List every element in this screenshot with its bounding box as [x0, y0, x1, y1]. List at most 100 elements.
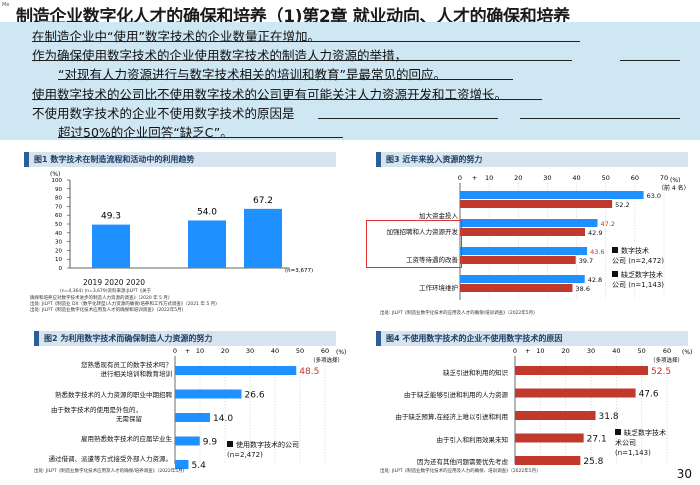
fig2-xtick: 20 — [221, 347, 229, 355]
fig3-data-label: 42.8 — [588, 276, 602, 284]
fig3-data-label: 47.2 — [601, 220, 615, 228]
fig1-bar — [244, 208, 282, 268]
fig2-data-label: 14.0 — [213, 414, 233, 424]
fig2-xtick: 50 — [296, 347, 304, 355]
fig2-label-3-text: 由于数字技术的使用是外包的， 无需保留 — [51, 406, 142, 423]
summary-line-2: 作为确保使用数字技术的企业使用数字技术的制造人力资源的举措， — [32, 48, 408, 63]
fig4-header: 图4 不使用数字技术的企业不使用数字技术的原因 — [376, 331, 688, 346]
underline — [620, 60, 680, 61]
fig3-bar — [460, 228, 586, 236]
fig4-bar — [515, 433, 584, 443]
fig3-bar — [460, 284, 573, 292]
fig2-label-1-text: 您熟悉现有员工的数字技术吗？ 进行相关培训和教育培训 — [81, 361, 172, 378]
fig3-data-label: 63.0 — [647, 192, 661, 200]
fig3-legend-no: 缺乏数字技术 — [621, 271, 663, 279]
fig3-label-3: 工资等待遇的改善 — [406, 256, 458, 264]
fig4-svg: (%) （多项选择） 0 +10 20 30 40 50 60 52.5 47.6 31.8 27… — [513, 347, 692, 467]
fig3-label-2: 加强招聘和人力资源开发 — [386, 228, 459, 236]
fig1-ytick: 0 — [59, 266, 63, 272]
page-number: 30 — [676, 467, 692, 481]
fig1-note-4: 出处: JILPT《制造业数字化技术应用及人才的确保和培训调查》（2022年5月… — [30, 308, 184, 313]
fig4-data-label: 25.8 — [583, 457, 603, 467]
fig3-label-1: 加大资金投入 — [419, 212, 458, 220]
fig2-bar — [175, 389, 242, 399]
fig4-label-3: 由于缺乏预算,在经济上难以引进和利用 — [395, 413, 508, 421]
fig4-legend-label-2: 术公司 — [615, 439, 636, 447]
underline — [58, 79, 513, 80]
legend-swatch — [612, 247, 618, 253]
fig2-bar — [175, 460, 189, 469]
fig4-source: 出处: JILPT《制造业数字化技术的应用及人力的确保、培训调查》（2022年5… — [380, 469, 538, 474]
header-meta: Me — [2, 2, 10, 8]
fig3-bar — [460, 200, 613, 208]
fig4-legend: 缺乏数字技术 术公司 (n=1,143) — [615, 428, 666, 458]
fig2-chart: (%) （多项选择） 0 +10 20 30 40 50 60 48.5 26.6 14.0 9.… — [170, 344, 360, 471]
fig1-ytick: 30 — [55, 240, 62, 246]
fig2-svg: (%) （多项选择） 0 +10 20 30 40 50 60 48.5 26.6 14.0 9.… — [173, 347, 346, 471]
fig1-note-3: 出处: JILPT《制造业 DX（数字化转型)人力资源的确保/培养和工作方式调查… — [30, 302, 217, 307]
fig3-data-label: 39.7 — [579, 257, 593, 265]
fig2-legend-n: (n=2,472) — [227, 451, 263, 459]
fig3-bar — [460, 247, 588, 255]
fig3-bar — [460, 219, 598, 227]
fig4-xtick: 10 — [536, 347, 544, 355]
fig3-data-label: 42.9 — [588, 229, 602, 237]
fig2-label-2: 熟悉数字技术的人力资源的职业中期招聘 — [55, 391, 172, 399]
fig2-data-label: 9.9 — [203, 438, 218, 448]
fig2-header: 图2 为利用数字技术而确保制造人力资源的努力 — [34, 331, 336, 346]
summary-line-3: “对现有人力资源进行与数字技术相关的培训和教育”是最常见的回应。 — [58, 67, 446, 82]
fig3-xtick: 60 — [631, 174, 639, 182]
fig1-ytick: 10 — [55, 257, 62, 263]
fig3-legend-use: 数字技术 — [621, 247, 649, 255]
fig2-legend-label: 使用数字技术的公司 — [236, 441, 299, 449]
fig2-bar — [175, 413, 210, 422]
fig2-xtick: 0 — [173, 347, 177, 355]
summary-box: 在制造企业中“使用”数字技术的企业数量正在增加。 作为确保使用数字技术的企业使用… — [0, 22, 700, 140]
fig4-label-5: 因为还有其他问题需要优先考虑 — [417, 458, 508, 466]
fig1-n3: (n=3,677) — [285, 268, 313, 274]
legend-swatch — [615, 429, 621, 435]
fig4-bar — [515, 366, 648, 375]
fig2-xtick: 30 — [246, 347, 254, 355]
fig4-bar — [515, 411, 596, 420]
fig4-bar — [515, 456, 581, 465]
summary-line-4: 使用数字技术的公司比不使用数字技术的公司更有可能关注人力资源开发和工资增长。 — [32, 87, 508, 102]
underline — [318, 118, 498, 119]
underline — [520, 118, 680, 119]
fig1-bar — [92, 224, 130, 268]
fig3-bar — [460, 256, 576, 264]
fig1-ytick: 100 — [52, 178, 63, 184]
fig4-data-label: 27.1 — [587, 435, 607, 445]
fig2-xtick: 10 — [196, 347, 204, 355]
fig2-bar — [175, 436, 200, 446]
fig2-data-label: 26.6 — [245, 391, 265, 401]
fig2-source: 出处: JILPT《制造业数字化技术应用及人才的确保/培养调查》（2022年5月… — [34, 469, 185, 474]
fig3-legend-no-n: 公司 (n=1,143) — [612, 281, 665, 289]
summary-line-6: 超过50%的企业回答“缺乏C”。 — [58, 125, 233, 140]
legend-swatch — [227, 441, 233, 447]
fig3-chart: (%) （前 4 名） 0 +10 20 30 40 50 60 70 63.0 52.2 47.… — [360, 168, 700, 318]
fig4-bar — [515, 388, 636, 398]
summary-line-5: 不使用数字技术的企业不使用数字技术的原因是 — [32, 106, 295, 121]
fig4-unit: (%) — [682, 349, 692, 356]
fig4-data-label: 47.6 — [639, 390, 659, 400]
fig1-data-label: 54.0 — [197, 207, 217, 217]
fig1-years: 2019 2020 2020 — [83, 278, 146, 287]
fig2-label-1: 您熟悉现有员工的数字技术吗？ 进行相关培训和教育培训 — [2, 361, 172, 379]
fig1-data-label: 49.3 — [101, 212, 121, 222]
fig3-xtick: 10 — [485, 174, 493, 182]
fig3-header: 图3 近年来投入资源的努力 — [376, 152, 688, 167]
fig1-data-label: 67.2 — [253, 196, 273, 206]
fig3-xtick: 0 — [458, 174, 462, 182]
fig3-xtick: 70 — [660, 174, 668, 182]
fig1-ytick: 80 — [55, 196, 62, 202]
fig4-legend-n: (n=1,143) — [615, 449, 651, 457]
fig2-label-3: 由于数字技术的使用是外包的， 无需保留 — [2, 406, 142, 424]
fig3-legend-use-n: 公司 (n=2,472) — [612, 257, 665, 265]
fig1-note-2: 确保和培养应对数字技术进步的制造人力资源的调查》（2020 年 5 月) — [30, 296, 170, 301]
fig3-label-4: 工作环境维护 — [419, 284, 458, 292]
fig1-ytick: 40 — [55, 231, 62, 237]
fig3-rank-note: （前 4 名） — [658, 184, 690, 192]
underline — [32, 60, 572, 61]
fig1-unit: (%) — [50, 171, 60, 178]
